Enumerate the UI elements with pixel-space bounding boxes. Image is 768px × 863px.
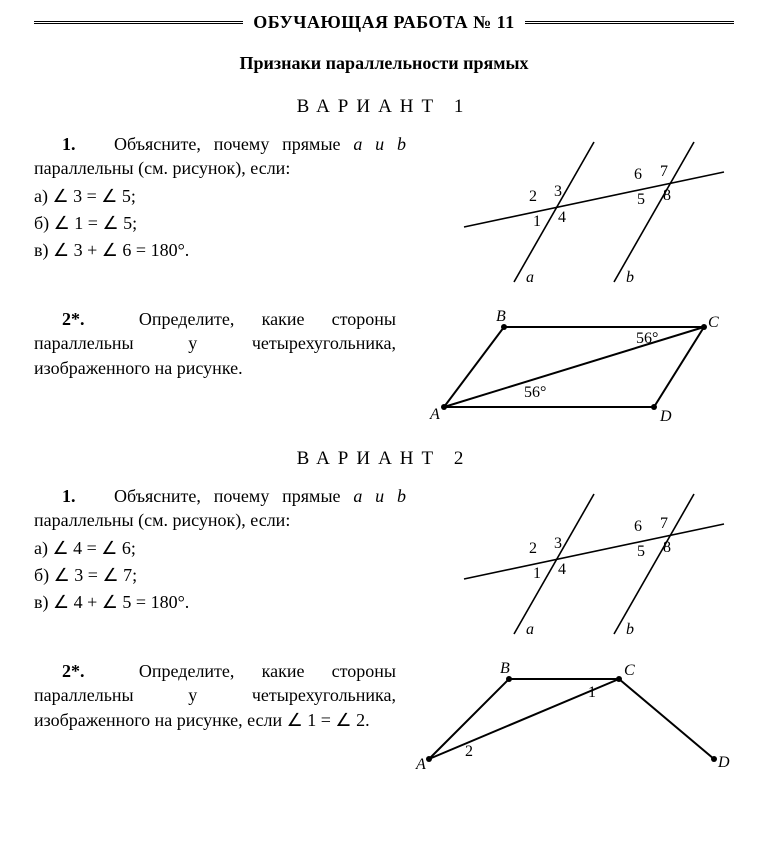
page-subtitle: Признаки параллельности прямых <box>34 53 734 74</box>
variant-2: ВАРИАНТ 2 1. Объясните, почему прямые a … <box>34 448 734 774</box>
svg-text:6: 6 <box>634 166 642 183</box>
variant-2-problem-1-row: 1. Объясните, почему прямые a и b паралл… <box>34 484 734 649</box>
svg-text:6: 6 <box>634 518 642 535</box>
variant-2-problem-1-text: 1. Объясните, почему прямые a и b паралл… <box>34 484 406 617</box>
title-rule-left <box>34 21 243 24</box>
variant-2-problem-2-row: 2*. Определите, какие стороны параллельн… <box>34 659 734 774</box>
variant-1-figure-2: A B C D 56° 56° <box>414 307 734 432</box>
svg-text:5: 5 <box>637 191 645 208</box>
variant-2-figure-1: 2 3 1 4 6 7 5 8 a b <box>424 484 734 649</box>
svg-text:2: 2 <box>465 743 473 760</box>
svg-text:a: a <box>526 621 534 638</box>
svg-text:1: 1 <box>588 684 596 701</box>
svg-text:B: B <box>500 660 510 677</box>
svg-text:1: 1 <box>533 213 541 230</box>
variant-1-heading: ВАРИАНТ 1 <box>34 96 734 118</box>
svg-text:7: 7 <box>660 515 668 532</box>
svg-text:4: 4 <box>558 561 566 578</box>
p1-option-a: а) ∠ 3 = ∠ 5; <box>34 184 406 208</box>
p2-text-body: Определите, какие стороны параллельны у … <box>34 309 396 378</box>
variant-2-heading: ВАРИАНТ 2 <box>34 448 734 470</box>
variant-1-problem-2-text: 2*. Определите, какие стороны параллельн… <box>34 307 396 383</box>
p1-text-part2: параллельны (см. рисунок), если: <box>34 510 290 530</box>
svg-text:7: 7 <box>660 163 668 180</box>
p1-option-c: в) ∠ 4 + ∠ 5 = 180°. <box>34 590 406 614</box>
problem-number: 1. <box>62 486 76 506</box>
problem-number: 2*. <box>62 309 85 329</box>
svg-text:A: A <box>415 756 426 769</box>
variant-2-figure-2: A B C D 1 2 <box>414 659 734 774</box>
svg-text:2: 2 <box>529 540 537 557</box>
svg-text:8: 8 <box>663 539 671 556</box>
variant-1: ВАРИАНТ 1 1. Объясните, почему прямые a … <box>34 96 734 432</box>
svg-text:56°: 56° <box>524 384 546 401</box>
p1-text-part1: Объясните, почему прямые <box>114 134 353 154</box>
problem-number: 1. <box>62 134 76 154</box>
svg-text:D: D <box>717 754 730 769</box>
problem-number: 2*. <box>62 661 85 681</box>
svg-text:3: 3 <box>554 183 562 200</box>
page-title-row: ОБУЧАЮЩАЯ РАБОТА № 11 <box>34 12 734 33</box>
p1-option-c: в) ∠ 3 + ∠ 6 = 180°. <box>34 238 406 262</box>
svg-text:56°: 56° <box>636 330 658 347</box>
variant-1-figure-1: 2 3 1 4 6 7 5 8 a b <box>424 132 734 297</box>
p1-ab: a и b <box>353 134 406 154</box>
svg-text:b: b <box>626 269 634 286</box>
p1-option-b: б) ∠ 1 = ∠ 5; <box>34 211 406 235</box>
variant-2-problem-2-text: 2*. Определите, какие стороны параллельн… <box>34 659 396 735</box>
p1-text-part2: параллельны (см. рисунок), если: <box>34 158 290 178</box>
variant-1-problem-2-row: 2*. Определите, какие стороны параллельн… <box>34 307 734 432</box>
svg-text:A: A <box>429 406 440 423</box>
svg-text:3: 3 <box>554 535 562 552</box>
svg-text:2: 2 <box>529 188 537 205</box>
p2-text-body: Определите, какие стороны параллельны у … <box>34 661 396 730</box>
svg-text:C: C <box>708 314 719 331</box>
svg-text:8: 8 <box>663 187 671 204</box>
svg-text:1: 1 <box>533 565 541 582</box>
svg-text:4: 4 <box>558 209 566 226</box>
title-rule-right <box>525 21 734 24</box>
p1-option-a: а) ∠ 4 = ∠ 6; <box>34 536 406 560</box>
variant-1-problem-1-text: 1. Объясните, почему прямые a и b паралл… <box>34 132 406 265</box>
svg-text:a: a <box>526 269 534 286</box>
svg-text:D: D <box>659 408 672 425</box>
svg-text:C: C <box>624 662 635 679</box>
p1-ab: a и b <box>353 486 406 506</box>
svg-text:B: B <box>496 308 506 325</box>
p1-text-part1: Объясните, почему прямые <box>114 486 353 506</box>
page-title: ОБУЧАЮЩАЯ РАБОТА № 11 <box>253 12 514 33</box>
p1-option-b: б) ∠ 3 = ∠ 7; <box>34 563 406 587</box>
svg-text:b: b <box>626 621 634 638</box>
svg-text:5: 5 <box>637 543 645 560</box>
variant-1-problem-1-row: 1. Объясните, почему прямые a и b паралл… <box>34 132 734 297</box>
